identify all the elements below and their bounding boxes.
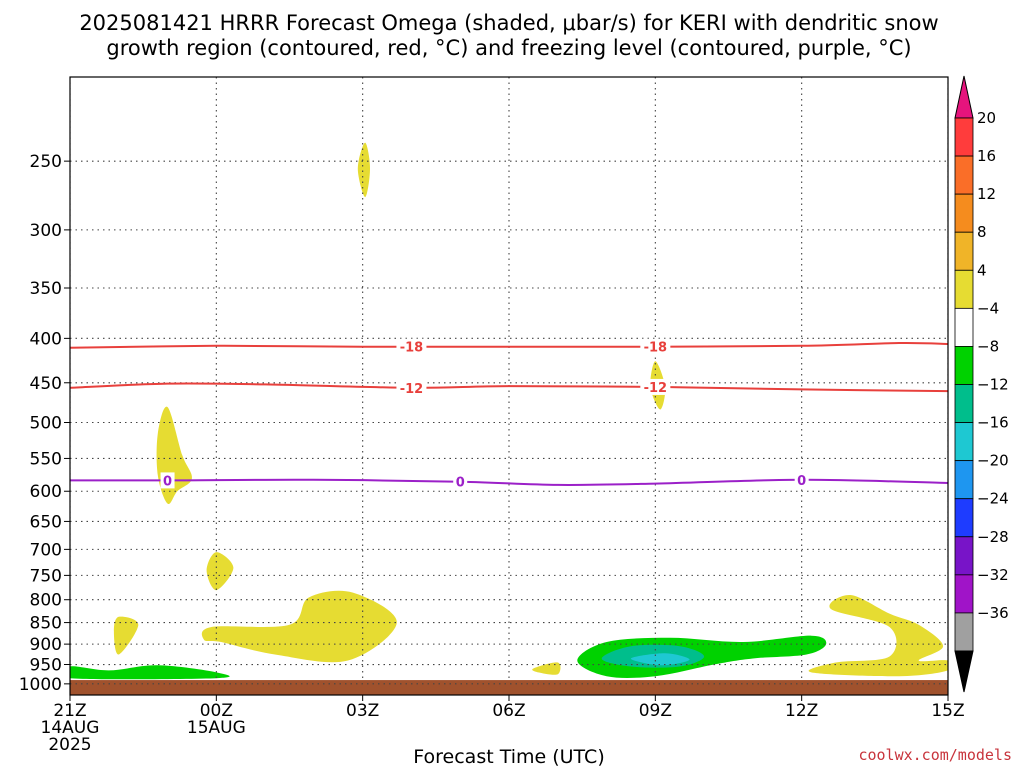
- colorbar-label: −28: [977, 528, 1009, 546]
- omega-shaded-region: [113, 616, 139, 655]
- contour-label: -12: [644, 381, 668, 396]
- contour-line: [70, 382, 948, 393]
- y-tick-label: 800: [30, 591, 62, 611]
- colorbar-label: 20: [977, 109, 996, 127]
- colorbar-segment: [954, 536, 974, 576]
- colorbar-label: −8: [977, 337, 999, 355]
- x-tick-label: 2025: [48, 735, 91, 755]
- colorbar-segment: [954, 612, 974, 652]
- colorbar-top-arrow: [954, 75, 974, 119]
- omega-shaded-region: [630, 653, 690, 666]
- y-tick-label: 250: [30, 152, 62, 172]
- y-tick-label: 1000: [19, 675, 62, 695]
- contour-label-bg: [453, 473, 468, 490]
- contour-label-bg: [160, 472, 175, 489]
- omega-shaded-region: [70, 665, 230, 680]
- contour-label-bg: [794, 471, 809, 488]
- chart-title-line-1: 2025081421 HRRR Forecast Omega (shaded, …: [79, 11, 938, 35]
- omega-shaded-region: [201, 590, 397, 663]
- contour-label-bg: [396, 338, 427, 355]
- contour-line: [70, 478, 948, 486]
- colorbar-label: 12: [977, 185, 996, 203]
- chart-title-line-2: growth region (contoured, red, °C) and f…: [106, 36, 911, 60]
- contour-label-bg: [640, 378, 671, 395]
- contour-label: -12: [400, 382, 424, 397]
- contour-label-bg: [396, 379, 427, 396]
- y-tick-label: 350: [30, 279, 62, 299]
- x-tick-label: 09Z: [639, 701, 672, 721]
- colorbar-segment: [954, 307, 974, 347]
- x-tick-label: 06Z: [492, 701, 525, 721]
- y-tick-label: 400: [30, 329, 62, 349]
- ground-fill: [70, 680, 948, 695]
- x-tick-label: 12Z: [785, 701, 818, 721]
- contour-line: [70, 341, 948, 349]
- contour-label-bg: [640, 338, 671, 355]
- omega-shaded-region: [357, 142, 370, 198]
- contour-label: -18: [644, 341, 668, 356]
- colorbar-label: −4: [977, 299, 999, 317]
- colorbar-segment: [954, 155, 974, 195]
- y-tick-label: 950: [30, 656, 62, 676]
- omega-shaded-region: [532, 662, 561, 675]
- colorbar-bottom-arrow: [954, 650, 974, 693]
- colorbar-label: 8: [977, 223, 987, 241]
- x-tick-label: 15Z: [931, 701, 964, 721]
- colorbar-label: 16: [977, 147, 996, 165]
- colorbar-segment: [954, 574, 974, 614]
- omega-shaded-region: [808, 594, 948, 677]
- x-axis-label: Forecast Time (UTC): [413, 746, 604, 768]
- y-tick-label: 500: [30, 413, 62, 433]
- y-tick-label: 850: [30, 614, 62, 634]
- x-tick-label: 03Z: [346, 701, 379, 721]
- colorbar-label: −16: [977, 414, 1009, 432]
- y-tick-label: 700: [30, 540, 62, 560]
- colorbar-segment: [954, 422, 974, 462]
- colorbar-segment: [954, 384, 974, 423]
- contour-label: 0: [163, 474, 172, 489]
- contour-label: 0: [456, 476, 465, 491]
- colorbar-label: 4: [977, 261, 987, 279]
- colorbar-label: −32: [977, 566, 1009, 584]
- credit-text: coolwx.com/models: [858, 746, 1012, 764]
- colorbar-segment: [954, 117, 974, 157]
- colorbar-segment: [954, 346, 974, 385]
- plot-content: -18 -18 -12 -12 0 0 0: [70, 77, 948, 695]
- colorbar-label: −12: [977, 376, 1009, 394]
- x-tick-label: 21Z: [53, 701, 86, 721]
- omega-shaded-region: [206, 552, 234, 591]
- colorbar-segment: [954, 231, 974, 271]
- colorbar-label: −24: [977, 490, 1009, 508]
- x-tick-label: 00Z: [200, 701, 233, 721]
- y-tick-label: 900: [30, 635, 62, 655]
- colorbar-segment: [954, 460, 974, 500]
- plot-area: -18 -18 -12 -12 0 0 0 250 300 350 400 450 500 550 600 6…: [19, 76, 965, 755]
- y-tick-label: 650: [30, 512, 62, 532]
- contour-label: 0: [797, 474, 806, 489]
- contour-label: -18: [400, 341, 424, 356]
- colorbar: 20 16 12 8 4 −4 −8 −12 −16 −20 −24 −28 −32 −36: [954, 75, 1009, 693]
- y-tick-label: 300: [30, 221, 62, 241]
- omega-shaded-region: [156, 406, 192, 505]
- colorbar-segment: [954, 269, 974, 309]
- x-tick-label: 14AUG: [41, 718, 100, 738]
- x-tick-label: 15AUG: [187, 718, 246, 738]
- colorbar-label: −36: [977, 604, 1009, 622]
- colorbar-segment: [954, 498, 974, 538]
- y-tick-label: 750: [30, 566, 62, 586]
- colorbar-segment: [954, 193, 974, 233]
- y-tick-label: 600: [30, 482, 62, 502]
- y-tick-label: 450: [30, 374, 62, 394]
- colorbar-label: −20: [977, 452, 1009, 470]
- y-tick-label: 550: [30, 449, 62, 469]
